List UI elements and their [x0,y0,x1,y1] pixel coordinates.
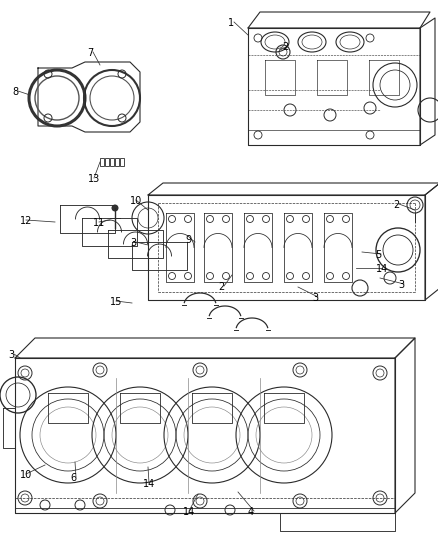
Text: 3: 3 [312,293,318,303]
Text: 14: 14 [183,507,195,517]
Circle shape [112,205,118,211]
Text: 8: 8 [12,87,18,97]
Text: 3: 3 [130,238,136,248]
Bar [110,158,114,166]
Text: 14: 14 [143,479,155,489]
Text: 5: 5 [375,250,381,260]
Text: 3: 3 [8,350,14,360]
Text: 10: 10 [130,196,142,206]
Text: 12: 12 [20,216,32,226]
Bar [105,158,109,166]
Text: 9: 9 [185,235,191,245]
Text: 2: 2 [393,200,399,210]
Bar [115,158,119,166]
Text: 3: 3 [398,280,404,290]
Text: 2: 2 [218,282,224,292]
Text: 6: 6 [70,473,76,483]
Text: 2: 2 [282,42,288,52]
Text: 7: 7 [87,48,93,58]
Bar [120,158,124,166]
Text: 1: 1 [228,18,234,28]
Text: 15: 15 [110,297,122,307]
Bar [100,158,104,166]
Text: 14: 14 [376,264,388,274]
Text: 4: 4 [248,507,254,517]
Text: 11: 11 [93,218,105,228]
Text: 10: 10 [20,470,32,480]
Text: 13: 13 [88,174,100,184]
